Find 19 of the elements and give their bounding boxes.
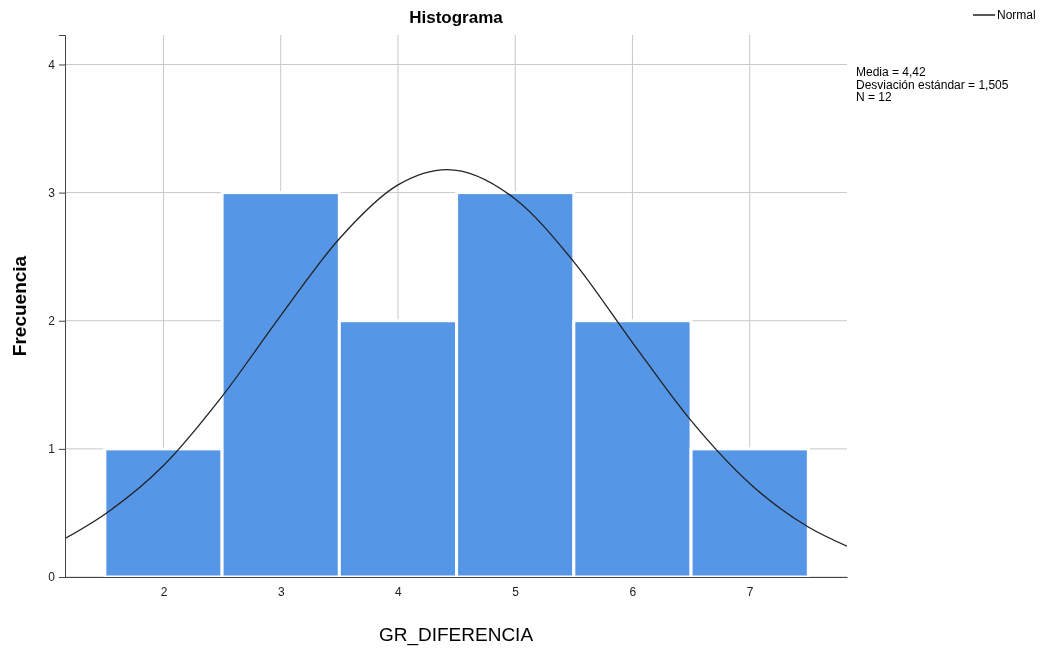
legend-label: Normal bbox=[997, 8, 1036, 22]
x-tick-label: 7 bbox=[746, 584, 754, 599]
text: Media = 4,42 bbox=[856, 65, 927, 79]
x-tick-label: 6 bbox=[629, 584, 637, 599]
y-tick-label: 4 bbox=[48, 57, 56, 72]
x-tick-label: 3 bbox=[277, 584, 285, 599]
chart-title: Histograma bbox=[409, 8, 504, 27]
line-series bbox=[65, 168, 847, 547]
text: Desviación estándar = 1,505 bbox=[856, 77, 1009, 92]
y-tick-label: 3 bbox=[48, 185, 56, 200]
text: N = 12 bbox=[856, 90, 893, 104]
y-tick-label: 2 bbox=[48, 314, 56, 329]
y-tick-label: 0 bbox=[48, 570, 56, 585]
x-axis-title: GR_DIFERENCIA bbox=[378, 624, 534, 646]
y-tick-label: 1 bbox=[48, 442, 56, 457]
x-tick-label: 5 bbox=[512, 584, 520, 599]
y-axis-title: Frecuencia bbox=[9, 255, 30, 357]
x-tick-label: 2 bbox=[160, 584, 168, 599]
x-tick-label: 4 bbox=[395, 584, 403, 599]
